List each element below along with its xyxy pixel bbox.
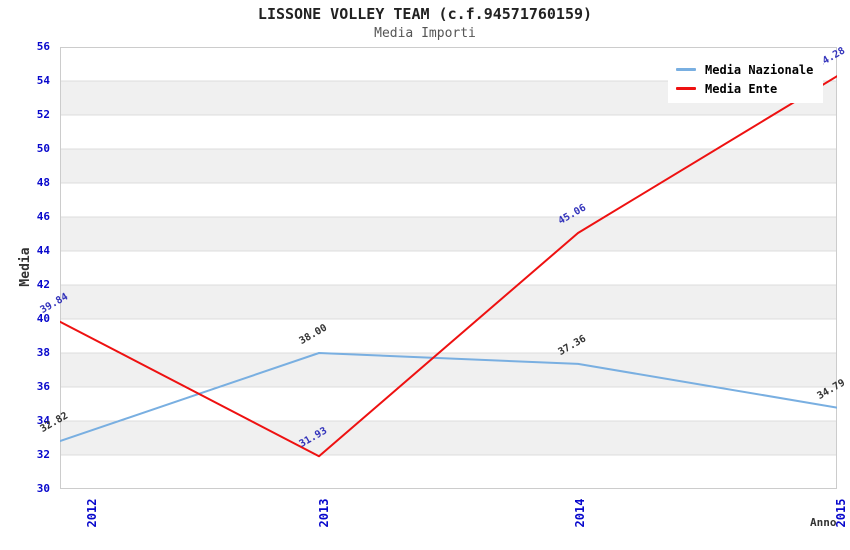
- legend: Media Nazionale Media Ente: [668, 57, 824, 103]
- y-tick-label: 38: [36, 346, 50, 359]
- grid-band: [60, 217, 837, 251]
- x-tick-label: 2013: [317, 498, 331, 528]
- y-tick-label: 48: [36, 176, 50, 189]
- plot-area: [60, 47, 837, 489]
- y-tick-label: 52: [36, 108, 50, 121]
- y-tick-label: 42: [36, 278, 50, 291]
- y-tick-label: 32: [36, 448, 50, 461]
- legend-swatch-nazionale-icon: [676, 68, 696, 71]
- grid-band: [60, 285, 837, 319]
- x-axis-title: Anno: [810, 516, 837, 529]
- legend-item-media-ente[interactable]: Media Ente: [676, 79, 813, 98]
- chart-title: LISSONE VOLLEY TEAM (c.f.94571760159): [257, 5, 593, 23]
- legend-swatch-ente-icon: [676, 87, 696, 90]
- y-tick-label: 30: [36, 482, 50, 495]
- x-tick-label: 2014: [573, 498, 587, 528]
- y-tick-label: 56: [36, 40, 50, 53]
- plot-border: [60, 47, 837, 489]
- grid-band: [60, 421, 837, 455]
- y-tick-label: 34: [36, 414, 50, 427]
- chart-subtitle: Media Importi: [374, 26, 476, 41]
- y-axis-title: Media: [18, 247, 33, 287]
- y-tick-label: 50: [36, 142, 50, 155]
- series-line-media-nazionale: [60, 352, 837, 443]
- x-tick-label: 2012: [85, 498, 99, 528]
- legend-item-media-nazionale[interactable]: Media Nazionale: [676, 60, 813, 79]
- plot-svg: [60, 47, 837, 489]
- grid-band: [60, 149, 837, 183]
- y-tick-label: 44: [36, 244, 50, 257]
- legend-label-ente: Media Ente: [705, 81, 778, 96]
- legend-label-nazionale: Media Nazionale: [705, 62, 814, 77]
- y-tick-label: 36: [36, 380, 50, 393]
- y-tick-label: 54: [36, 74, 50, 87]
- series-line-media-ente: [60, 75, 837, 458]
- y-tick-label: 40: [36, 312, 50, 325]
- y-tick-label: 46: [36, 210, 50, 223]
